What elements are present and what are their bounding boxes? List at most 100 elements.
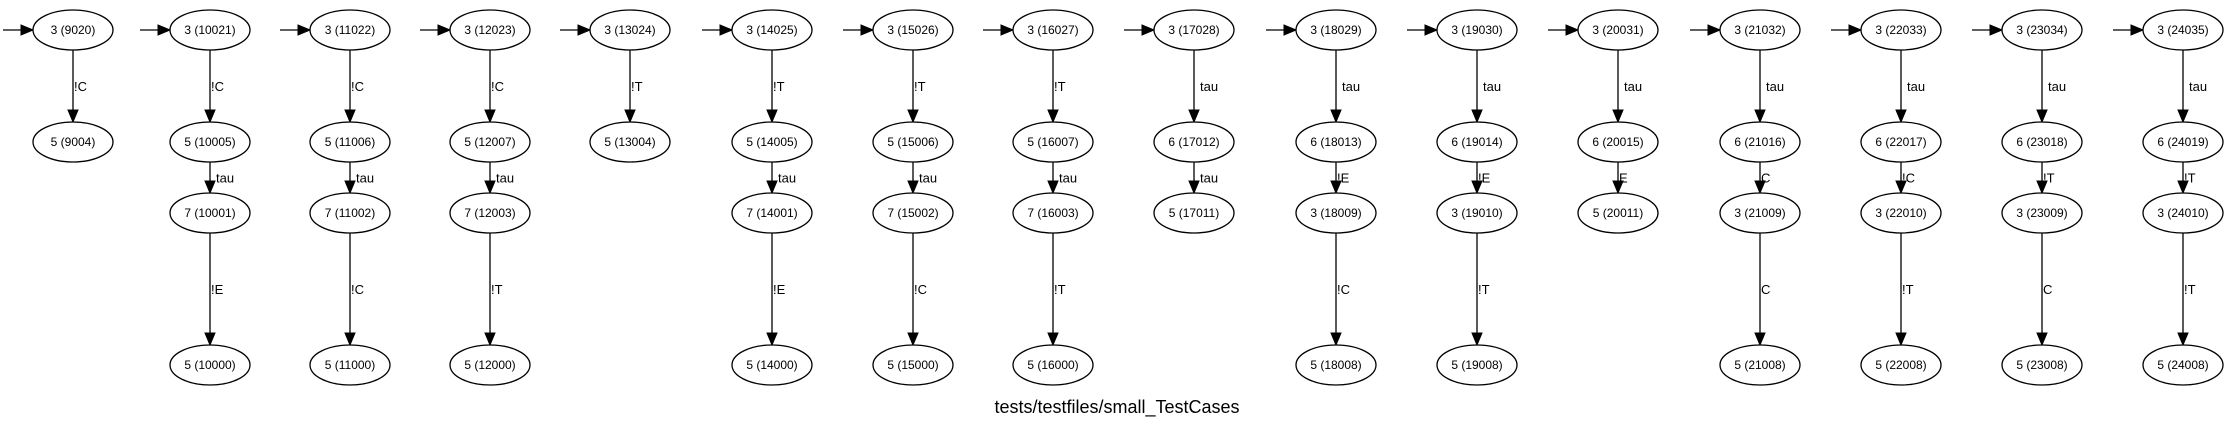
transition-arrow-head (1047, 332, 1059, 347)
transition-label: !T (491, 282, 503, 297)
initial-arrow-head (1141, 24, 1156, 36)
state-node-label: 3 (18029) (1310, 23, 1361, 37)
diagram-title: tests/testfiles/small_TestCases (994, 397, 1239, 418)
transition-arrow-head (484, 109, 496, 124)
state-node-ellipse (1719, 121, 1801, 163)
state-node-ellipse (2001, 344, 2083, 386)
transition-edge: !C (1330, 233, 1350, 347)
state-node-label: 5 (17011) (1169, 206, 1219, 220)
state-node-ellipse (169, 344, 251, 386)
state-node: 3 (22033) (1860, 9, 1942, 51)
state-node-label: 6 (19014) (1451, 135, 1502, 149)
transition-arrow-head (1047, 180, 1059, 195)
transition-arrow-head (1471, 109, 1483, 124)
state-node-ellipse (2001, 9, 2083, 51)
state-node-label: 3 (19010) (1451, 206, 1502, 220)
transition-edge: C (1754, 162, 1770, 195)
initial-arrow (560, 24, 592, 36)
state-node: 3 (15026) (872, 9, 954, 51)
state-node-ellipse (872, 192, 954, 234)
state-node-ellipse (1860, 121, 1942, 163)
transition-label: !T (1478, 282, 1490, 297)
transition-edge: tau (766, 162, 796, 195)
transition-edge: !E (1471, 162, 1491, 195)
transition-arrow-head (1895, 109, 1907, 124)
graph-column: !T tau !C 3 (15026) 5 (15006) 7 (15002) 5 (150… (843, 9, 954, 386)
state-node-ellipse (1012, 9, 1094, 51)
state-node-label: 7 (11002) (325, 206, 375, 220)
state-node-ellipse (1153, 192, 1235, 234)
state-node-ellipse (1012, 192, 1094, 234)
state-node: 7 (10001) (169, 192, 251, 234)
state-node-ellipse (1295, 192, 1377, 234)
state-node-label: 3 (21032) (1734, 23, 1785, 37)
state-node: 3 (23009) (2001, 192, 2083, 234)
state-node-label: 3 (17028) (1168, 23, 1219, 37)
state-node: 5 (14005) (731, 121, 813, 163)
transition-label: !T (631, 79, 643, 94)
initial-arrow-head (1989, 24, 2004, 36)
state-node: 3 (21009) (1719, 192, 1801, 234)
transition-label: !E (211, 282, 224, 297)
transition-edge: !T (766, 50, 785, 124)
state-node: 5 (24008) (2142, 344, 2224, 386)
initial-arrow-head (1424, 24, 1439, 36)
transition-arrow-head (484, 180, 496, 195)
state-node-ellipse (1436, 121, 1518, 163)
state-node-ellipse (731, 121, 813, 163)
initial-arrow-head (1707, 24, 1722, 36)
state-node-label: 3 (20031) (1592, 23, 1643, 37)
state-node-label: 5 (11000) (325, 358, 375, 372)
transition-label: !C (74, 79, 87, 94)
initial-arrow (1548, 24, 1580, 36)
graph-column: !C tau !T 3 (12023) 5 (12007) 7 (12003) 5 (120… (420, 9, 531, 386)
state-node: 6 (18013) (1295, 121, 1377, 163)
state-node-label: 3 (24010) (2157, 206, 2208, 220)
transition-label: !T (1054, 79, 1066, 94)
state-node-ellipse (449, 344, 531, 386)
state-node-label: 6 (23018) (2016, 135, 2067, 149)
initial-arrow (843, 24, 875, 36)
transition-arrow-head (67, 109, 79, 124)
transition-arrow-head (1754, 180, 1766, 195)
state-node: 7 (16003) (1012, 192, 1094, 234)
state-node: 7 (11002) (309, 192, 391, 234)
state-node-ellipse (2142, 344, 2224, 386)
state-node: 5 (9004) (32, 121, 114, 163)
state-node-ellipse (2001, 192, 2083, 234)
transition-arrow-head (1330, 109, 1342, 124)
graph-layer: !C 3 (9020) 5 (9004) !C tau !E 3 (10021) 5 (100… (3, 9, 2224, 386)
state-node-ellipse (1860, 192, 1942, 234)
state-node-label: 3 (24035) (2157, 23, 2208, 37)
state-node: 3 (22010) (1860, 192, 1942, 234)
state-node: 6 (17012) (1153, 121, 1235, 163)
state-node-label: 7 (16003) (1027, 206, 1078, 220)
state-node-ellipse (1860, 344, 1942, 386)
transition-arrow-head (1330, 332, 1342, 347)
transition-label: tau (356, 171, 374, 186)
state-node: 6 (23018) (2001, 121, 2083, 163)
state-node-label: 3 (9020) (51, 23, 96, 37)
transition-label: tau (1907, 79, 1925, 94)
transition-edge: !T (484, 233, 503, 347)
state-node: 5 (22008) (1860, 344, 1942, 386)
transition-edge: !T (907, 50, 926, 124)
transition-arrow-head (1330, 180, 1342, 195)
transition-arrow-head (1612, 180, 1624, 195)
state-node: 3 (11022) (309, 9, 391, 51)
state-node: 5 (17011) (1153, 192, 1235, 234)
graph-column: tau !C !T 3 (22033) 6 (22017) 3 (22010) 5 (220… (1831, 9, 1942, 386)
graph-column: !T tau !E 3 (14025) 5 (14005) 7 (14001) 5 (140… (702, 9, 813, 386)
state-node: 3 (24035) (2142, 9, 2224, 51)
graph-column: !C 3 (9020) 5 (9004) (3, 9, 114, 163)
state-node: 5 (18008) (1295, 344, 1377, 386)
state-node-label: 7 (12003) (464, 206, 515, 220)
initial-arrow-head (1283, 24, 1298, 36)
state-node-label: 3 (23009) (2016, 206, 2067, 220)
state-node-ellipse (449, 192, 531, 234)
initial-arrow (1124, 24, 1156, 36)
transition-edge: !T (1047, 50, 1066, 124)
initial-arrow-head (2130, 24, 2145, 36)
transition-edge: !E (204, 233, 224, 347)
state-node-label: 5 (24008) (2157, 358, 2208, 372)
